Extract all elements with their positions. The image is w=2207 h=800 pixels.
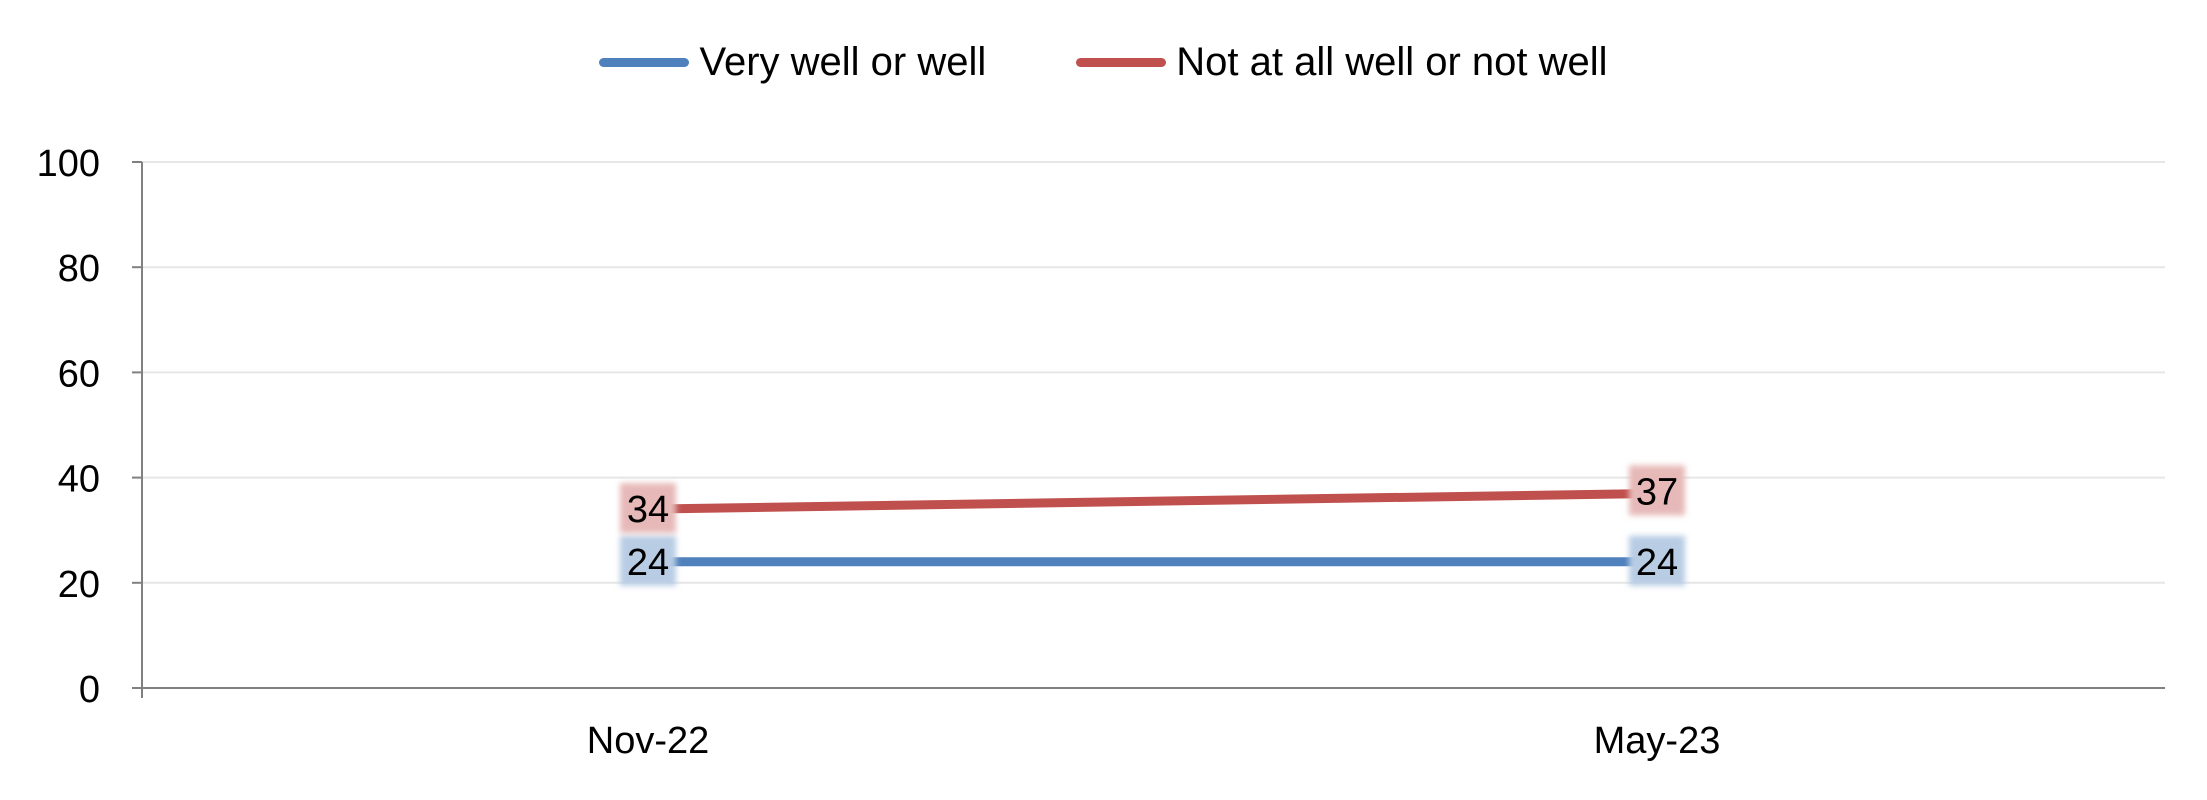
data-label-bg xyxy=(1629,465,1685,516)
legend-entry-very-well: Very well or well xyxy=(599,40,986,85)
y-tick-label: 100 xyxy=(37,143,100,185)
y-tick-label: 0 xyxy=(79,669,100,711)
x-tick-label: May-23 xyxy=(1594,720,1721,762)
legend-label-very-well: Very well or well xyxy=(699,40,987,84)
data-label: 37 xyxy=(1636,471,1678,513)
y-tick-label: 40 xyxy=(58,459,100,501)
legend-label-not-well: Not at all well or not well xyxy=(1176,40,1608,84)
y-tick-label: 60 xyxy=(58,353,100,395)
data-label-bg xyxy=(620,535,676,586)
x-tick-label: Nov-22 xyxy=(587,720,710,762)
y-tick-label: 20 xyxy=(58,564,100,606)
series-line-1 xyxy=(647,488,1658,514)
data-label: 34 xyxy=(627,489,669,531)
data-label: 24 xyxy=(627,542,669,584)
data-label-bg xyxy=(620,483,676,534)
legend-swatch-very-well xyxy=(599,58,690,67)
legend: Very well or well Not at all well or not… xyxy=(0,40,2207,85)
data-label-bg xyxy=(1629,535,1685,586)
legend-entry-not-well: Not at all well or not well xyxy=(1076,40,1608,85)
data-label: 24 xyxy=(1636,542,1678,584)
y-tick-label: 80 xyxy=(58,248,100,290)
legend-swatch-not-well xyxy=(1076,58,1167,67)
